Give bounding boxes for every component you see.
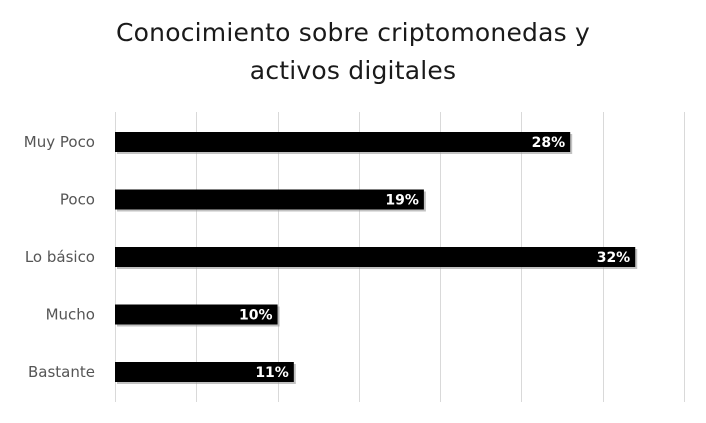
bar-muy-poco [115, 132, 571, 152]
category-label: Poco [60, 191, 95, 209]
category-labels: Muy Poco Poco Lo básico Mucho Bastante [24, 133, 95, 381]
bar-poco [115, 189, 424, 210]
category-label: Mucho [46, 306, 95, 324]
data-label: 10% [239, 308, 273, 324]
chart-title-line-1: Conocimiento sobre criptomonedas y [116, 18, 590, 47]
data-label: 11% [255, 365, 289, 381]
category-label: Bastante [28, 363, 95, 381]
category-label: Muy Poco [24, 133, 95, 151]
chart-title-line-2: activos digitales [249, 56, 457, 85]
data-label: 19% [385, 193, 419, 209]
bar-bastante [115, 362, 294, 382]
chart-title: Conocimiento sobre criptomonedas y activ… [0, 14, 706, 90]
bar-mucho [115, 304, 278, 325]
data-label: 28% [532, 135, 566, 151]
category-label: Lo básico [25, 248, 95, 266]
bars: 28% 19% 32% 10% 11% [115, 132, 638, 384]
bar-lo-básico [115, 247, 636, 267]
data-label: 32% [597, 250, 631, 266]
